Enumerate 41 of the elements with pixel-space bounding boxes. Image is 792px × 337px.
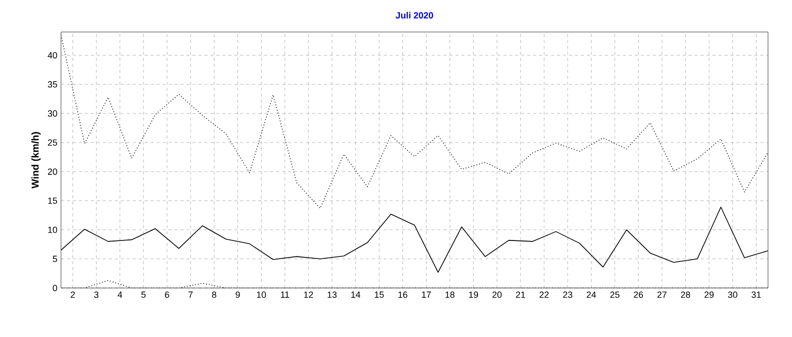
- x-tick-label: 13: [328, 292, 337, 298]
- y-tick-label: 5: [52, 256, 58, 262]
- x-tick-label: 24: [586, 292, 596, 298]
- x-tick-label: 7: [188, 292, 193, 298]
- x-tick-label: 2: [70, 292, 75, 298]
- chart-title: Juli 2020: [396, 12, 434, 19]
- x-tick-label: 22: [540, 292, 549, 298]
- x-tick-label: 11: [280, 292, 290, 298]
- x-tick-label: 8: [212, 292, 216, 298]
- x-tick-label: 3: [94, 292, 98, 298]
- y-tick-label: 35: [48, 81, 58, 88]
- y-tick-label: 30: [48, 110, 58, 117]
- x-tick-label: 9: [236, 292, 240, 298]
- y-tick-label: 10: [48, 226, 58, 233]
- x-tick-label: 17: [422, 292, 431, 298]
- x-tick-label: 28: [680, 292, 690, 298]
- x-tick-label: 19: [469, 292, 478, 298]
- x-tick-label: 21: [516, 292, 526, 298]
- y-axis-title: Wind (km/h): [31, 132, 41, 188]
- x-tick-label: 15: [374, 292, 384, 298]
- y-tick-label: 25: [48, 139, 58, 146]
- x-tick-label: 25: [610, 292, 620, 298]
- x-tick-label: 31: [752, 292, 761, 298]
- x-tick-label: 5: [141, 292, 146, 298]
- x-tick-label: 27: [657, 292, 666, 298]
- x-tick-label: 12: [304, 292, 313, 298]
- x-tick-label: 30: [728, 292, 738, 298]
- x-tick-label: 18: [446, 292, 454, 298]
- x-tick-label: 6: [165, 292, 170, 298]
- y-tick-label: 0: [52, 284, 58, 292]
- y-tick-label: 15: [48, 198, 58, 204]
- x-tick-label: 29: [704, 292, 714, 298]
- x-tick-label: 14: [351, 292, 360, 298]
- x-tick-label: 4: [118, 292, 122, 298]
- x-tick-label: 20: [492, 292, 502, 298]
- y-tick-label: 40: [48, 52, 58, 58]
- x-tick-label: 16: [398, 292, 408, 298]
- y-tick-label: 20: [48, 168, 58, 175]
- x-tick-label: 23: [563, 292, 572, 298]
- x-tick-label: 10: [257, 292, 266, 298]
- x-tick-label: 26: [634, 292, 643, 298]
